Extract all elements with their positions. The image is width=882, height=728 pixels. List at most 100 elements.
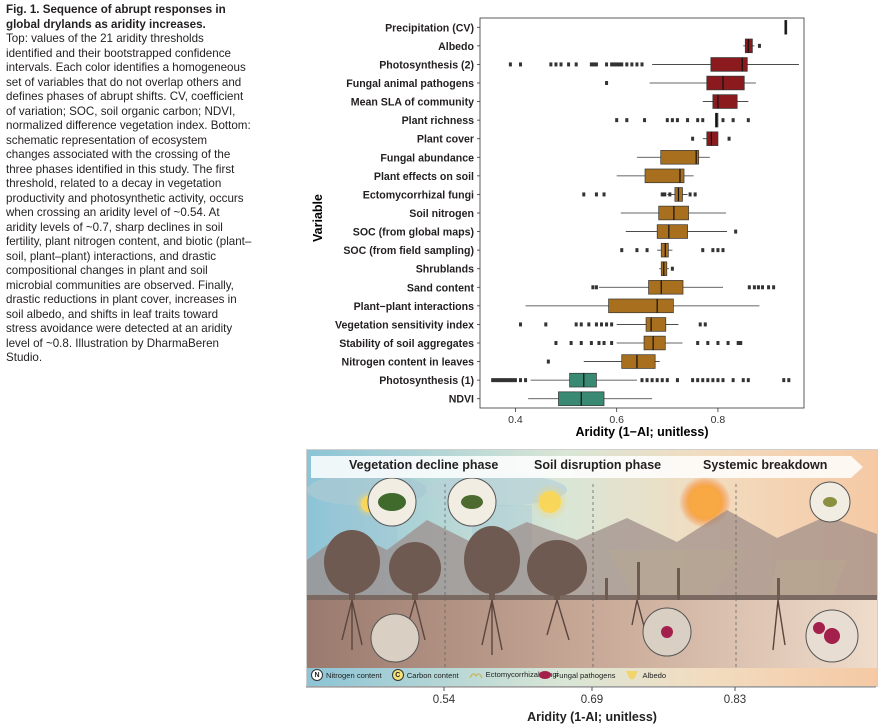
outlier-point (511, 378, 515, 383)
legend-item: N Nitrogen content (311, 669, 382, 681)
box (710, 57, 748, 72)
outlier-point (670, 266, 674, 271)
outlier-point (496, 378, 500, 383)
outlier-point (620, 248, 624, 253)
boxplot-photosynthesis-1- (491, 372, 791, 388)
outlier-point (746, 378, 750, 383)
outlier-point (727, 136, 731, 141)
variable-label: Sand content (407, 282, 475, 294)
nitrogen-icon: N (311, 669, 323, 681)
boxplot-soc-from-global-maps- (625, 224, 738, 239)
outlier-point (670, 118, 674, 123)
boxplot-stability-of-soil-aggregates (554, 335, 743, 351)
outlier-point (693, 192, 697, 197)
outlier-point (519, 378, 522, 383)
phase-arrow (311, 456, 863, 478)
outlier-point (645, 248, 649, 253)
outlier-point (688, 192, 692, 197)
outlier-point (554, 62, 558, 67)
outlier-point (615, 62, 619, 67)
legend-item: C Carbon content (391, 669, 459, 681)
outlier-point (767, 285, 771, 290)
roots (341, 599, 786, 655)
illustration-axis: 0.54 0.69 0.83 Aridity (1-AI; unitless) (306, 686, 876, 724)
variable-label: Fungal abundance (380, 152, 474, 164)
pathogen-icon (538, 671, 551, 679)
boxplot-plant-cover (691, 131, 731, 146)
illustration-legend: N Nitrogen content C Carbon content Ecto… (311, 667, 871, 683)
ecosystem-illustration: Vegetation decline phase Soil disruption… (306, 449, 878, 687)
boxplot-soc-from-field-sampling- (620, 242, 725, 258)
outlier-point (524, 378, 528, 383)
variable-label: Shrublands (416, 264, 474, 276)
outlier-point (701, 248, 705, 253)
boxplot-plant-richness (615, 112, 750, 128)
outlier-point (493, 378, 497, 383)
x-tick-label: 0.8 (711, 414, 726, 426)
variable-label: Ectomycorrhizal fungi (363, 189, 474, 201)
outlier-point (691, 136, 695, 141)
outlier-point (605, 62, 609, 67)
zoom-leaf-circles (367, 477, 851, 527)
outlier-point (675, 378, 679, 383)
outlier-point (731, 378, 735, 383)
variable-label: SOC (from global maps) (353, 227, 474, 239)
outlier-point (549, 62, 553, 67)
boxplot-ndvi (528, 391, 653, 406)
outlier-point (597, 341, 601, 345)
outlier-point (696, 378, 700, 383)
outlier-point (617, 62, 621, 67)
legend-item: Fungal pathogens (538, 670, 615, 680)
outlier-point (625, 62, 629, 67)
boxplot-nitrogen-content-in-leaves (546, 354, 660, 369)
outlier-point (757, 43, 761, 48)
outlier-point (668, 192, 672, 197)
outlier-point (640, 378, 644, 383)
outlier-point (736, 341, 740, 345)
carbon-icon: C (391, 669, 404, 681)
outlier-point (703, 322, 707, 327)
outlier-point (594, 192, 598, 197)
phase-label-vegetation: Vegetation decline phase (349, 458, 499, 472)
outlier-point (594, 322, 598, 327)
outlier-point (610, 322, 614, 327)
outlier-point (594, 62, 598, 67)
outlier-point (711, 378, 715, 383)
outlier-point (691, 378, 695, 383)
x-tick-label: 0.6 (609, 414, 624, 426)
x-axis-label: Aridity (1−AI; unitless) (575, 425, 708, 439)
variable-label: Vegetation sensitivity index (335, 319, 474, 331)
y-axis-label: Variable (311, 194, 325, 242)
outlier-point (513, 378, 517, 383)
box (656, 224, 688, 239)
box (569, 372, 597, 388)
x-tick-label: 0.4 (508, 414, 523, 426)
outlier-point (635, 248, 639, 253)
box (645, 317, 667, 332)
variable-label: Mean SLA of community (351, 97, 474, 109)
sun-icon (539, 491, 561, 513)
sun-icon (691, 488, 719, 516)
boxplot-ectomycorrhizal-fungi (582, 187, 697, 202)
outlier-point (508, 62, 512, 67)
boxplot-fungal-abundance (636, 150, 710, 165)
illustration-tick: 0.54 (433, 694, 456, 706)
box (706, 75, 745, 91)
mountains (307, 510, 877, 600)
outlier-point (605, 322, 609, 327)
boxplot-svg: Precipitation (CV) Albedo Photosynthesis (… (311, 17, 805, 439)
illustration-tick: 0.69 (581, 694, 603, 706)
outlier-point (716, 341, 720, 345)
outlier-point (660, 192, 664, 197)
outlier-point (716, 248, 720, 253)
outlier-point (501, 378, 505, 383)
variable-label: Plant effects on soil (374, 171, 474, 183)
box (660, 150, 700, 165)
outlier-point (711, 248, 715, 253)
outlier-point (721, 118, 725, 123)
outlier-point (752, 285, 756, 290)
trees (324, 526, 780, 600)
outlier-point (701, 118, 705, 123)
outlier-point (574, 62, 578, 67)
box (648, 280, 684, 295)
